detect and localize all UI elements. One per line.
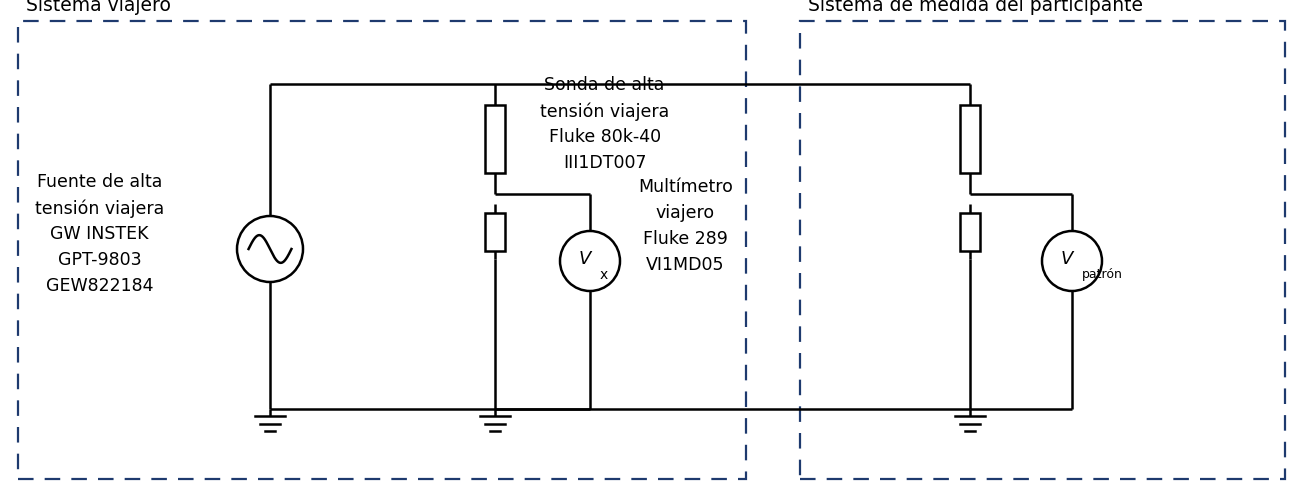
Bar [960,105,980,173]
Text: Multímetro
viajero
Fluke 289
VI1MD05: Multímetro viajero Fluke 289 VI1MD05 [637,179,732,273]
Text: V: V [1060,250,1073,268]
Text: V: V [579,250,591,268]
Bar [960,213,980,250]
Text: patrón: patrón [1082,268,1123,281]
Text: Sistema de medida del participante: Sistema de medida del participante [808,0,1144,15]
Text: Sonda de alta
tensión viajera
Fluke 80k-40
III1DT007: Sonda de alta tensión viajera Fluke 80k-… [540,76,669,172]
Bar [485,105,505,173]
Text: Sistema viajero: Sistema viajero [26,0,170,15]
Text: x: x [600,268,609,282]
Bar [485,213,505,250]
Text: Fuente de alta
tensión viajera
GW INSTEK
GPT-9803
GEW822184: Fuente de alta tensión viajera GW INSTEK… [35,173,164,295]
